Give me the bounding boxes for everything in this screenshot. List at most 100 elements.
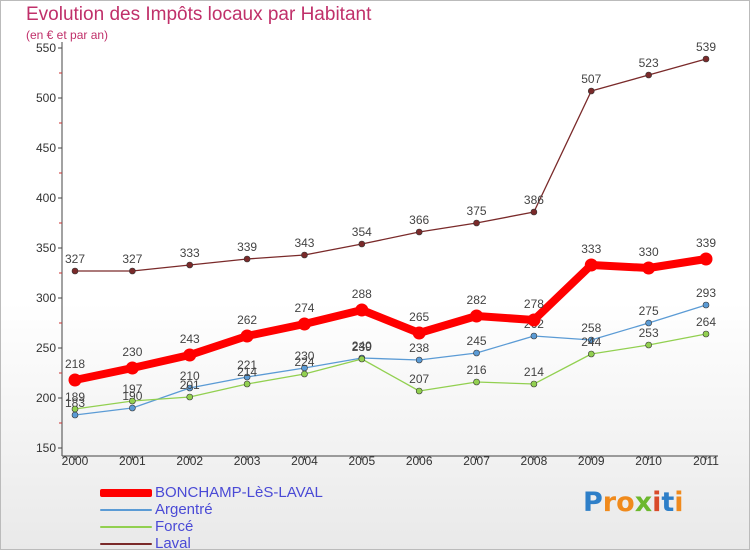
data-point [530, 332, 538, 340]
data-label: 221 [237, 358, 257, 372]
data-label: 244 [581, 335, 601, 349]
x-tick-label: 2003 [234, 454, 261, 468]
data-point [186, 393, 194, 401]
data-point [702, 301, 710, 309]
logo-letter: i [674, 487, 684, 518]
data-label: 339 [696, 236, 716, 250]
y-tick-label: 350 [36, 241, 56, 255]
y-tick-label: 200 [36, 391, 56, 405]
x-tick-label: 2009 [578, 454, 605, 468]
legend-swatch [100, 509, 152, 511]
data-label: 214 [524, 365, 544, 379]
data-label: 238 [409, 341, 429, 355]
data-label: 293 [696, 286, 716, 300]
y-tick-label: 150 [36, 441, 56, 455]
data-label: 224 [294, 355, 314, 369]
proxiti-logo: Proxiti [583, 487, 684, 518]
data-point [645, 319, 652, 327]
data-label: 333 [180, 246, 200, 260]
x-tick-label: 2007 [463, 454, 490, 468]
data-label: 274 [294, 301, 314, 315]
data-point [297, 317, 311, 331]
data-label: 523 [639, 56, 659, 70]
data-point [243, 373, 251, 381]
legend-label: Forcé [155, 518, 194, 535]
legend-swatch [100, 489, 152, 497]
y-tick-label: 550 [36, 41, 56, 55]
legend-swatch [100, 543, 152, 545]
legend-label: BONCHAMP-LèS-LAVAL [155, 484, 323, 501]
data-label: 354 [352, 225, 372, 239]
data-label: 327 [122, 252, 142, 266]
data-label: 230 [122, 345, 142, 359]
data-label: 539 [696, 40, 716, 54]
data-point [473, 349, 480, 357]
data-point [129, 397, 136, 405]
data-label: 230 [294, 349, 314, 363]
data-label: 239 [352, 340, 372, 354]
data-point [415, 387, 423, 395]
legend-label: Argentré [155, 501, 213, 518]
x-tick-label: 2005 [348, 454, 375, 468]
data-point [702, 330, 710, 338]
data-point [415, 356, 423, 364]
logo-letter: o [616, 487, 635, 518]
data-point [301, 251, 308, 259]
data-label: 245 [467, 334, 487, 348]
data-label: 330 [639, 245, 659, 259]
data-label: 243 [180, 332, 200, 346]
data-point [530, 380, 538, 388]
x-tick-label: 2008 [521, 454, 548, 468]
data-point [645, 341, 652, 349]
data-point [355, 303, 369, 317]
x-tick-label: 2001 [119, 454, 146, 468]
data-label: 265 [409, 310, 429, 324]
y-tick-label: 300 [36, 291, 56, 305]
data-label: 282 [467, 293, 487, 307]
data-label: 190 [122, 389, 142, 403]
data-label: 278 [524, 297, 544, 311]
data-point [243, 255, 251, 263]
x-tick-label: 2011 [693, 454, 719, 468]
data-label: 275 [639, 304, 659, 318]
logo-letter: t [661, 487, 675, 518]
y-tick-label: 500 [36, 91, 56, 105]
data-point [645, 71, 652, 79]
data-point [240, 329, 254, 343]
data-point [587, 87, 595, 95]
x-tick-label: 2010 [635, 454, 662, 468]
data-label: 262 [237, 313, 257, 327]
data-label: 201 [180, 378, 200, 392]
data-point [301, 370, 308, 378]
data-label: 375 [467, 204, 487, 218]
logo-letter: P [583, 487, 603, 518]
data-point [243, 380, 251, 388]
data-label: 507 [581, 72, 601, 86]
data-point [71, 267, 79, 275]
data-point [71, 405, 79, 413]
data-label: 258 [581, 321, 601, 335]
data-point [470, 309, 484, 323]
data-label: 216 [467, 363, 487, 377]
data-point [71, 411, 79, 419]
data-point [183, 348, 197, 362]
data-label: 214 [237, 365, 257, 379]
data-label: 183 [65, 396, 85, 410]
legend-swatch [100, 526, 152, 528]
data-label: 253 [639, 326, 659, 340]
data-label: 197 [122, 382, 142, 396]
x-tick-label: 2006 [406, 454, 433, 468]
data-point [129, 267, 136, 275]
data-point [699, 252, 713, 266]
data-label: 343 [294, 236, 314, 250]
data-point [473, 219, 480, 227]
data-label: 327 [65, 252, 85, 266]
data-point [358, 355, 366, 363]
y-tick-label: 400 [36, 191, 56, 205]
chart-title: Evolution des Impôts locaux par Habitant [26, 4, 372, 25]
data-label: 189 [65, 390, 85, 404]
data-label: 386 [524, 193, 544, 207]
data-point [412, 326, 426, 340]
